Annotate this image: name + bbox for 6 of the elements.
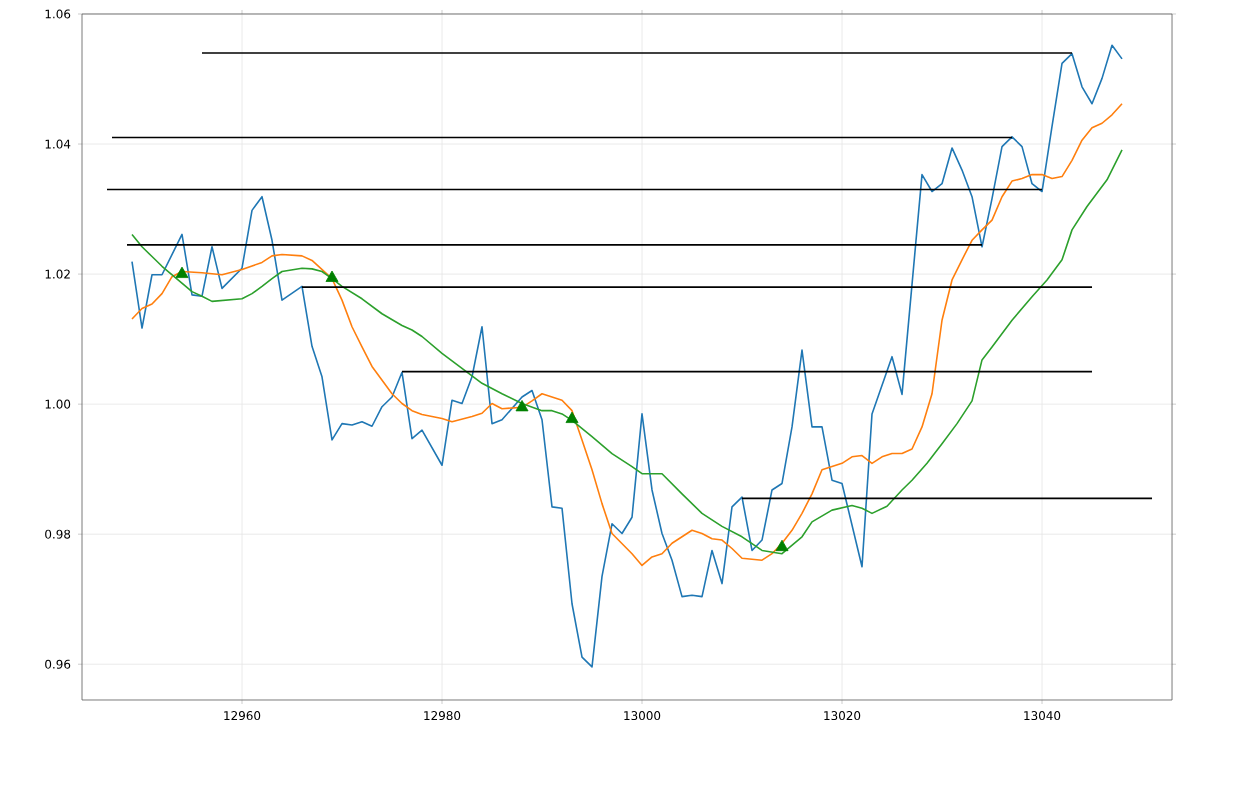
line-series (131, 44, 1123, 668)
point (325, 270, 339, 282)
point (565, 411, 579, 423)
point (175, 266, 189, 278)
point (515, 400, 529, 412)
point (775, 539, 789, 552)
